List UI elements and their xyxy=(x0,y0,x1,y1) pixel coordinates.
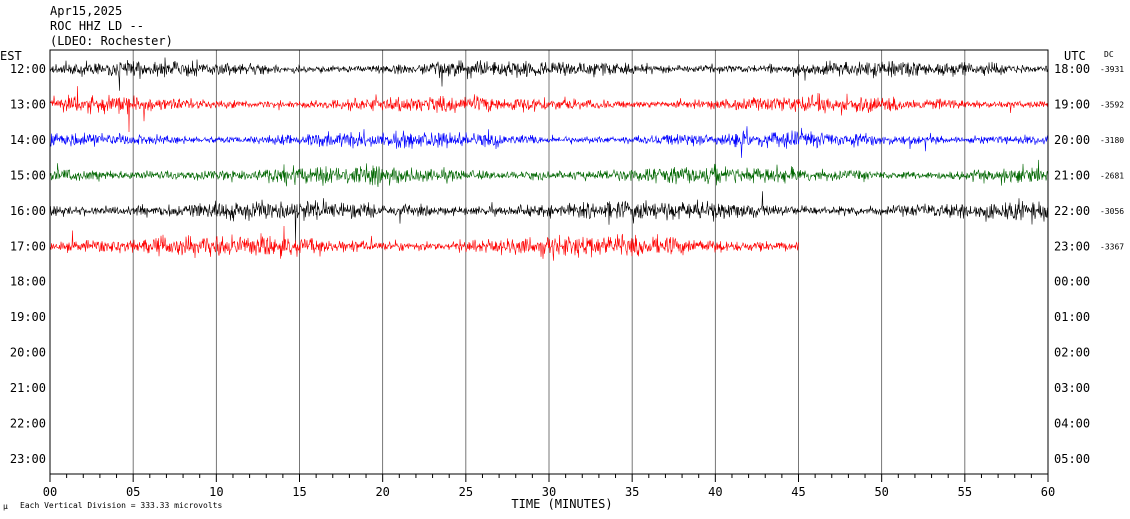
trace-row-1200 xyxy=(49,57,1049,91)
utc-hour-label: 05:00 xyxy=(1054,452,1090,466)
est-hour-label: 12:00 xyxy=(10,62,46,76)
utc-hour-label: 01:00 xyxy=(1054,310,1090,324)
dc-offset-label: -3592 xyxy=(1100,100,1124,109)
trace-row-1700 xyxy=(49,225,799,261)
dc-offset-label: -2681 xyxy=(1100,171,1124,180)
x-tick-label: 20 xyxy=(375,485,389,499)
x-tick-label: 05 xyxy=(126,485,140,499)
est-hour-label: 22:00 xyxy=(10,417,46,431)
utc-hour-label: 18:00 xyxy=(1054,62,1090,76)
dc-offset-label: -3931 xyxy=(1100,65,1124,74)
x-tick-label: 10 xyxy=(209,485,223,499)
est-hour-label: 21:00 xyxy=(10,381,46,395)
x-axis-title: TIME (MINUTES) xyxy=(511,497,612,511)
utc-hour-label: 02:00 xyxy=(1054,346,1090,360)
x-tick-label: 55 xyxy=(958,485,972,499)
x-tick-label: 25 xyxy=(459,485,473,499)
utc-hour-label: 00:00 xyxy=(1054,275,1090,289)
utc-hour-label: 03:00 xyxy=(1054,381,1090,395)
chart-location: (LDEO: Rochester) xyxy=(50,34,173,48)
plot-frame xyxy=(49,49,1049,475)
trace-row-1600 xyxy=(49,191,1049,243)
est-hour-label: 15:00 xyxy=(10,168,46,182)
dc-offset-label: -3056 xyxy=(1100,207,1124,216)
dc-offset-label: -3180 xyxy=(1100,136,1124,145)
x-tick-label: 45 xyxy=(791,485,805,499)
x-tick-label: 15 xyxy=(292,485,306,499)
est-hour-label: 20:00 xyxy=(10,346,46,360)
utc-hour-label: 20:00 xyxy=(1054,133,1090,147)
chart-station: ROC HHZ LD -- xyxy=(50,19,144,33)
est-hour-label: 18:00 xyxy=(10,275,46,289)
trace-row-1500 xyxy=(49,159,1049,188)
right-axis-title: UTC xyxy=(1064,49,1086,63)
utc-hour-label: 22:00 xyxy=(1054,204,1090,218)
est-hour-label: 23:00 xyxy=(10,452,46,466)
x-tick-label: 60 xyxy=(1041,485,1055,499)
trace-row-1400 xyxy=(49,126,1048,158)
est-hour-label: 14:00 xyxy=(10,133,46,147)
utc-hour-label: 23:00 xyxy=(1054,239,1090,253)
utc-hour-label: 19:00 xyxy=(1054,97,1090,111)
est-hour-label: 19:00 xyxy=(10,310,46,324)
x-tick-label: 40 xyxy=(708,485,722,499)
utc-hour-label: 04:00 xyxy=(1054,417,1090,431)
mu-symbol: µ xyxy=(3,502,8,511)
x-tick-label: 00 xyxy=(43,485,57,499)
est-hour-label: 17:00 xyxy=(10,239,46,253)
utc-hour-label: 21:00 xyxy=(1054,168,1090,182)
trace-row-1300 xyxy=(49,86,1049,133)
x-tick-label: 30 xyxy=(542,485,556,499)
x-tick-label: 50 xyxy=(874,485,888,499)
chart-date: Apr15,2025 xyxy=(50,4,123,18)
left-axis-title: EST xyxy=(0,49,22,63)
dc-column-title: DC xyxy=(1104,50,1114,59)
dc-offset-label: -3367 xyxy=(1100,242,1124,251)
scale-note: Each Vertical Division = 333.33 microvol… xyxy=(20,501,222,510)
est-hour-label: 16:00 xyxy=(10,204,46,218)
est-hour-label: 13:00 xyxy=(10,97,46,111)
x-tick-label: 35 xyxy=(625,485,639,499)
